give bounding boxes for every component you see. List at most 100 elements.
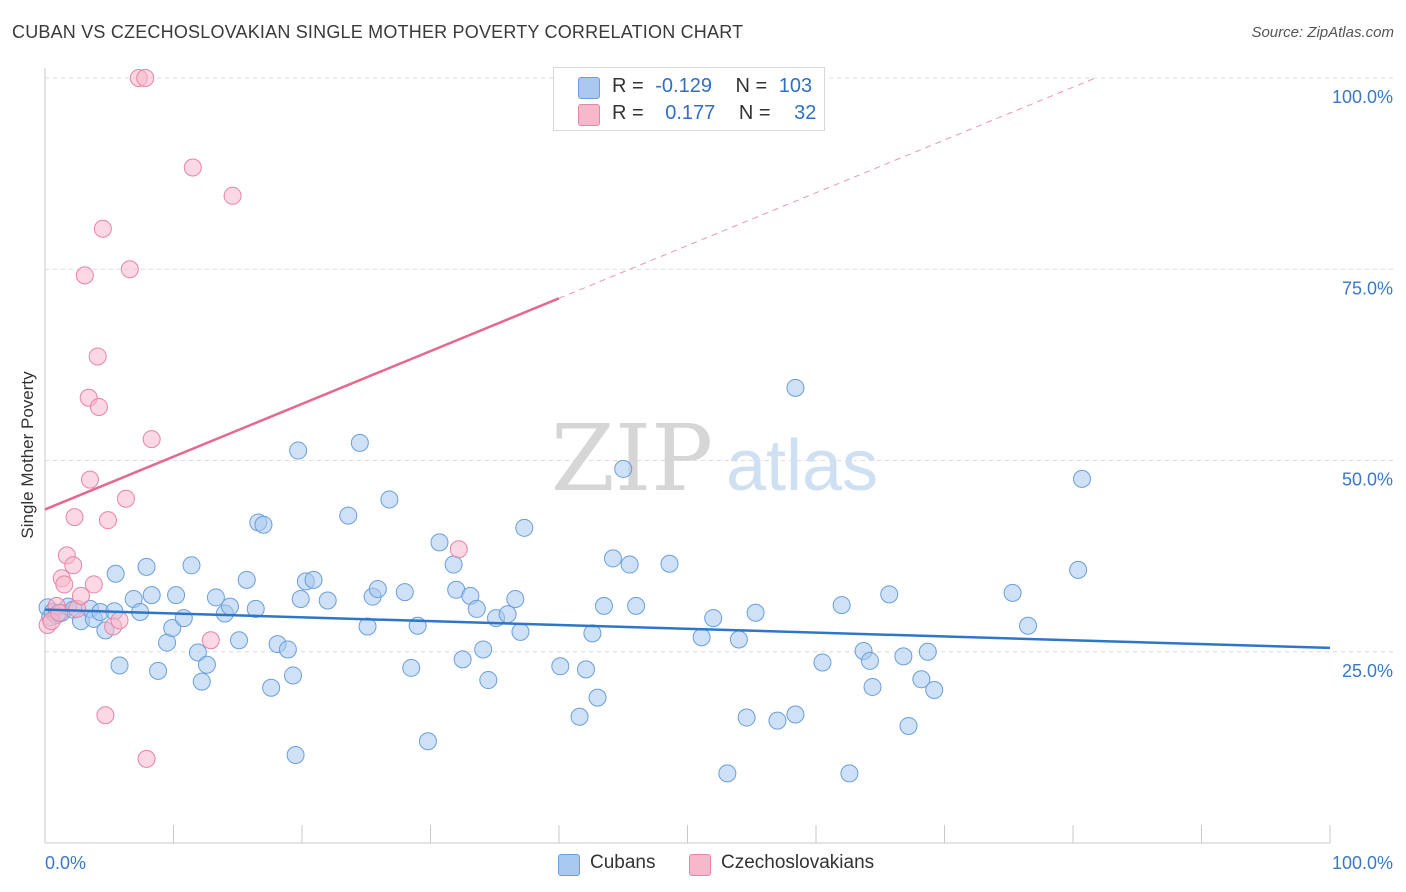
trend-line-czechoslovakians-extension xyxy=(558,77,1096,299)
point-cubans xyxy=(304,570,323,589)
point-cubans xyxy=(570,707,589,726)
point-cubans xyxy=(467,599,486,618)
point-cubans xyxy=(368,580,387,599)
point-cubans xyxy=(142,586,161,605)
point-cubans xyxy=(603,549,622,568)
point-cubans xyxy=(230,631,249,650)
point-cubans xyxy=(498,605,517,624)
point-czechoslovakians xyxy=(55,575,74,594)
point-cubans xyxy=(583,624,602,643)
watermark-atlas: atlas xyxy=(726,426,878,506)
point-cubans xyxy=(380,490,399,509)
point-cubans xyxy=(860,651,879,670)
point-cubans xyxy=(918,642,937,661)
legend-n-label: N = xyxy=(738,102,771,124)
point-cubans xyxy=(188,643,207,662)
legend-swatch-czechoslovakians xyxy=(578,104,600,126)
point-cubans xyxy=(912,670,931,689)
point-cubans xyxy=(163,619,182,638)
point-cubans xyxy=(174,609,193,628)
grid-layer xyxy=(45,77,1393,653)
point-cubans xyxy=(149,661,168,680)
point-cubans xyxy=(746,603,765,622)
bottom-legend-swatch-czechoslovakians xyxy=(689,854,711,876)
y-tick-label: 75.0% xyxy=(1342,278,1393,298)
point-cubans xyxy=(137,557,156,576)
legend-n-value: 103 xyxy=(778,75,813,97)
axes-layer xyxy=(44,68,1331,844)
point-cubans xyxy=(444,555,463,574)
trend-line-cubans xyxy=(44,608,1331,650)
point-cubans xyxy=(286,746,305,765)
point-czechoslovakians xyxy=(89,397,108,416)
legend-n-value: 32 xyxy=(794,102,817,124)
point-czechoslovakians xyxy=(116,489,135,508)
point-cubans xyxy=(246,599,265,618)
point-czechoslovakians xyxy=(142,430,161,449)
point-cubans xyxy=(551,657,570,676)
legend-swatch-cubans xyxy=(578,77,600,99)
point-cubans xyxy=(515,518,534,537)
point-czechoslovakians xyxy=(120,260,139,279)
point-czechoslovakians xyxy=(80,470,99,489)
y-tick-label: 100.0% xyxy=(1332,87,1393,107)
point-cubans xyxy=(479,671,498,690)
point-cubans xyxy=(106,564,125,583)
point-czechoslovakians xyxy=(84,575,103,594)
point-cubans xyxy=(254,515,273,534)
watermark: ZIP atlas xyxy=(551,405,878,512)
tick-label-layer: 25.0% 50.0% 75.0% 100.0% 0.0% 100.0% xyxy=(45,87,1393,873)
point-cubans xyxy=(318,591,337,610)
point-cubans xyxy=(221,597,240,616)
point-czechoslovakians xyxy=(137,749,156,768)
legend-n-label: N = xyxy=(735,75,768,97)
point-cubans xyxy=(840,764,859,783)
point-cubans xyxy=(358,617,377,636)
point-czechoslovakians xyxy=(96,706,115,725)
point-cubans xyxy=(594,596,613,615)
point-cubans xyxy=(278,640,297,659)
point-cubans xyxy=(453,650,472,669)
watermark-zip: ZIP xyxy=(551,405,713,512)
point-cubans xyxy=(729,630,748,649)
point-cubans xyxy=(1003,583,1022,602)
point-cubans xyxy=(786,378,805,397)
point-cubans xyxy=(206,588,225,607)
point-cubans xyxy=(284,666,303,685)
y-tick-label: 50.0% xyxy=(1342,470,1393,490)
point-czechoslovakians xyxy=(183,158,202,177)
point-cubans xyxy=(192,672,211,691)
point-czechoslovakians xyxy=(75,266,94,285)
point-cubans xyxy=(291,589,310,608)
point-cubans xyxy=(1019,616,1038,635)
point-cubans xyxy=(182,556,201,575)
point-cubans xyxy=(899,716,918,735)
point-cubans xyxy=(350,433,369,452)
point-cubans xyxy=(627,596,646,615)
point-cubans xyxy=(737,708,756,727)
point-cubans xyxy=(395,583,414,602)
point-czechoslovakians xyxy=(93,219,112,238)
point-cubans xyxy=(620,555,639,574)
chart-title: CUBAN VS CZECHOSLOVAKIAN SINGLE MOTHER P… xyxy=(12,22,744,42)
point-cubans xyxy=(430,533,449,552)
point-cubans xyxy=(289,441,308,460)
point-cubans xyxy=(718,764,737,783)
legend-r-value: -0.129 xyxy=(655,75,712,97)
point-czechoslovakians xyxy=(136,69,155,87)
point-cubans xyxy=(588,688,607,707)
point-cubans xyxy=(614,459,633,478)
bottom-legend-swatch-cubans xyxy=(558,854,580,876)
stats-legend: R = -0.129 N = 103 R = 0.177 N = 32 xyxy=(553,67,825,131)
point-cubans xyxy=(786,705,805,724)
bottom-legend-label-cubans: Cubans xyxy=(590,852,656,873)
point-cubans xyxy=(660,554,679,573)
point-czechoslovakians xyxy=(223,186,242,205)
point-cubans xyxy=(339,506,358,525)
point-cubans xyxy=(863,677,882,696)
bottom-legend-label-czechoslovakians: Czechoslovakians xyxy=(721,852,875,873)
point-czechoslovakians xyxy=(65,508,84,527)
point-cubans xyxy=(506,589,525,608)
point-czechoslovakians xyxy=(71,586,90,605)
